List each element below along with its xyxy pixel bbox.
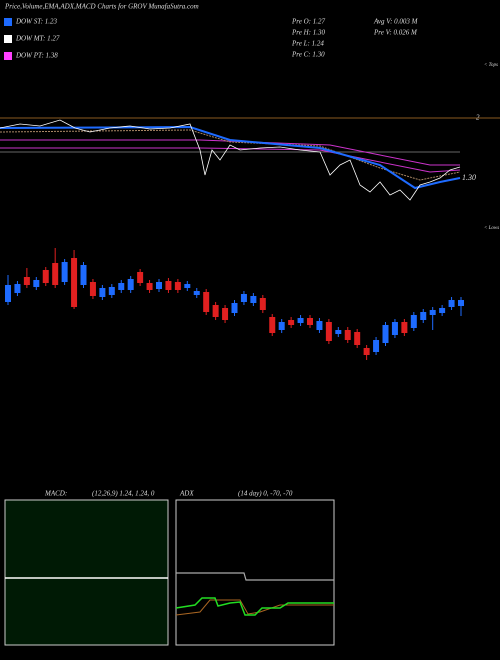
candle-body <box>14 284 21 293</box>
tops-label: < Tops <box>484 63 498 68</box>
candle-body <box>89 282 96 296</box>
candle-body <box>401 322 408 333</box>
candle-body <box>174 282 181 290</box>
chart-title: Price,Volume,EMA,ADX,MACD Charts for GRO… <box>4 3 199 11</box>
candle-body <box>80 265 87 285</box>
price-line <box>0 119 461 201</box>
candle-body <box>212 305 219 317</box>
candle-body <box>316 321 323 330</box>
lows-label: < Lows <box>484 226 499 231</box>
level-label: 2 <box>476 114 480 122</box>
candle-body <box>269 317 276 333</box>
candle-body <box>61 262 68 282</box>
adx-label: ADX <box>179 490 194 498</box>
candle-body <box>363 348 370 355</box>
candle-body <box>344 330 351 340</box>
stat: Pre H: 1.30 <box>291 29 325 37</box>
stat: Pre V: 0.026 M <box>373 29 418 37</box>
candle-body <box>391 322 398 335</box>
candle-body <box>297 318 304 323</box>
candle-body <box>137 272 144 283</box>
stat: Pre O: 1.27 <box>291 18 325 26</box>
candle-body <box>108 287 115 295</box>
candle-body <box>420 312 427 320</box>
macd-label: MACD: <box>44 490 67 498</box>
candle-body <box>146 283 153 290</box>
adx-params: (14 day) 0, -70, -70 <box>238 490 293 498</box>
legend-label: DOW PT: 1.38 <box>15 52 58 60</box>
ema-line <box>0 139 460 166</box>
candle-body <box>325 322 332 341</box>
macd-params: (12,26,9) 1.24, 1.24, 0 <box>92 490 155 498</box>
candle-body <box>288 320 295 325</box>
candle-body <box>354 332 361 345</box>
candle-body <box>42 270 49 283</box>
candle-body <box>278 322 285 330</box>
candle-body <box>71 258 78 307</box>
stat: Pre C: 1.30 <box>291 51 325 59</box>
candle-body <box>222 308 229 320</box>
candle-body <box>307 318 313 325</box>
candle-body <box>458 300 464 306</box>
ema-line <box>0 129 461 181</box>
candle-body <box>193 291 200 295</box>
stat: Avg V: 0.003 M <box>373 18 419 26</box>
candle-body <box>165 281 172 290</box>
candle-body <box>52 263 59 285</box>
legend-label: DOW MT: 1.27 <box>15 35 60 43</box>
candle-body <box>184 284 191 288</box>
candle-body <box>99 288 106 297</box>
adx-line <box>175 599 334 616</box>
candle-body <box>448 300 455 307</box>
candle-body <box>203 292 210 312</box>
candle-body <box>335 330 342 334</box>
macd-panel <box>4 499 169 646</box>
candle-body <box>439 308 446 313</box>
candle-body <box>33 280 40 287</box>
candle-body <box>250 296 257 303</box>
candle-body <box>382 325 389 343</box>
candle-body <box>231 303 238 313</box>
candle-body <box>373 340 380 352</box>
last-price-label: 1.30 <box>462 173 476 182</box>
candle-body <box>5 285 11 302</box>
legend-swatch <box>4 35 12 43</box>
candle-body <box>410 315 417 328</box>
candle-body <box>259 298 266 310</box>
candle-body <box>23 277 30 285</box>
candle-body <box>127 279 134 290</box>
candle-body <box>240 294 247 302</box>
legend-swatch <box>4 18 12 26</box>
legend-swatch <box>4 52 12 60</box>
candle-body <box>156 282 162 289</box>
candle-body <box>429 310 436 315</box>
adx-line <box>176 572 334 581</box>
adx-line <box>175 597 334 616</box>
stat: Pre L: 1.24 <box>291 40 324 48</box>
candle-body <box>118 283 125 290</box>
legend-label: DOW ST: 1.23 <box>15 18 58 26</box>
ema-line <box>0 125 461 190</box>
